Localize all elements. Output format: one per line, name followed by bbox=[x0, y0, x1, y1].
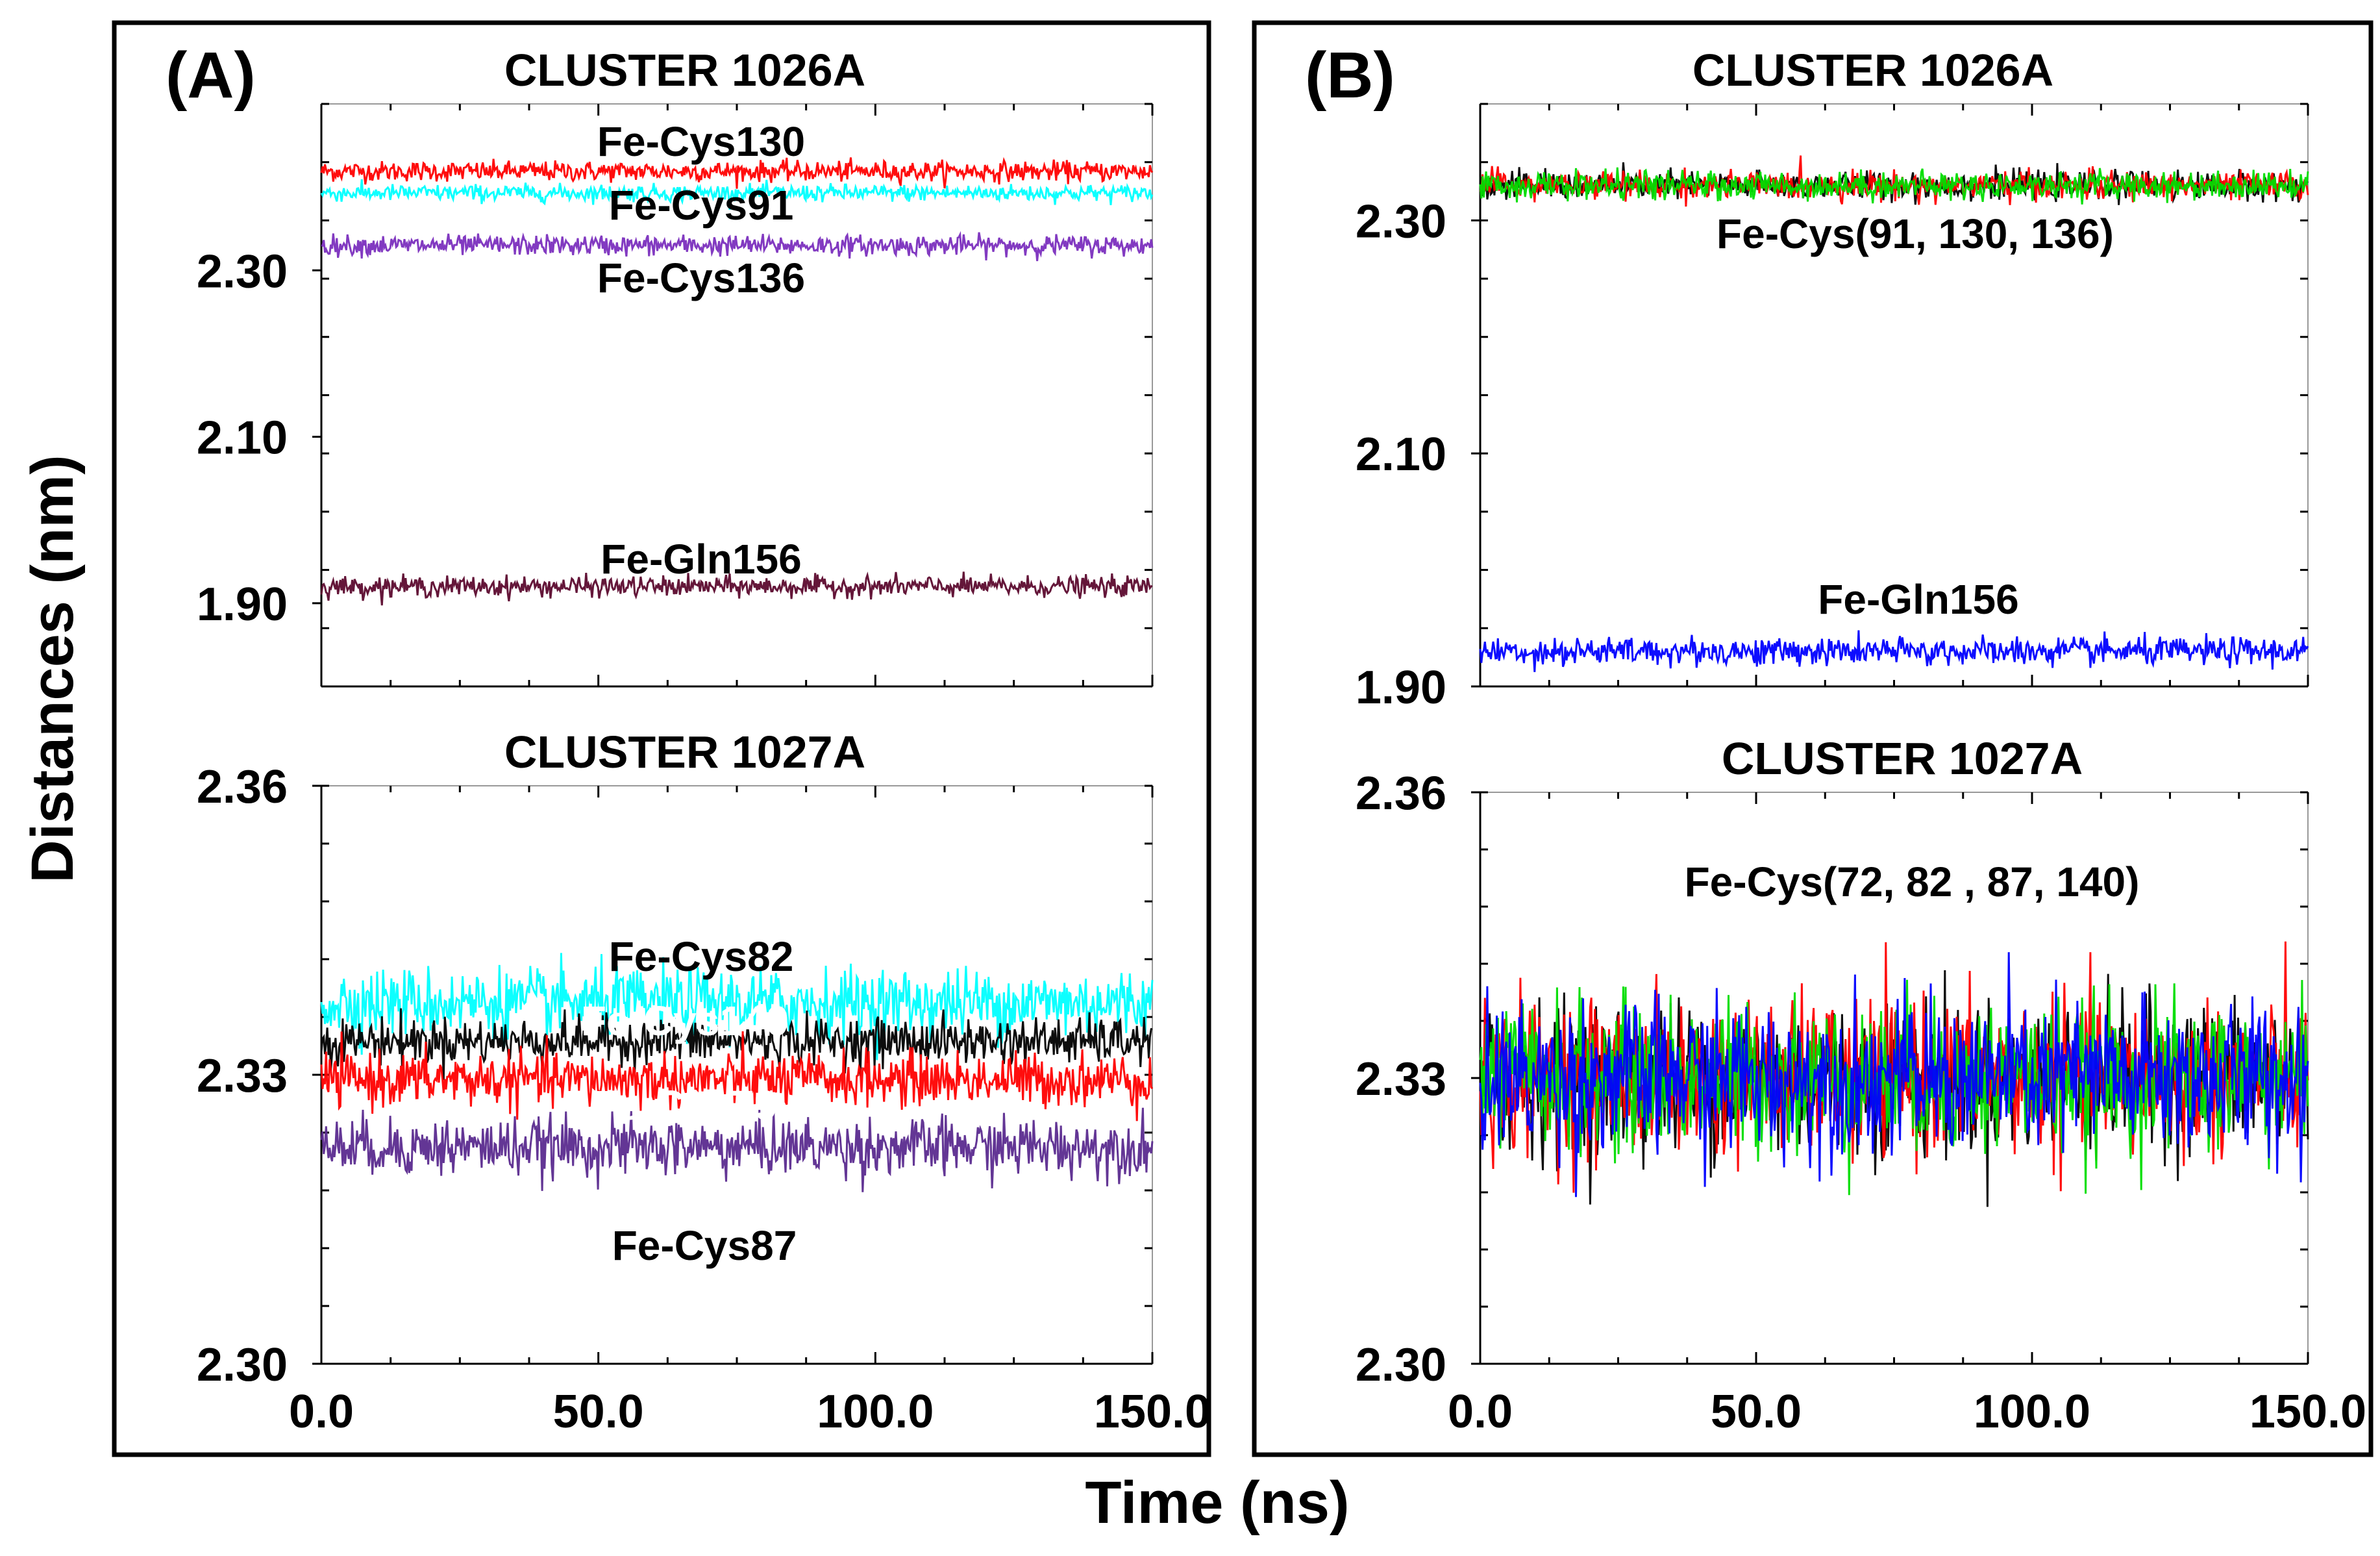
x-axis-title: Time (ns) bbox=[1085, 1470, 1349, 1536]
y-tick-label: 2.10 bbox=[197, 412, 288, 464]
series-label: Fe-Cys140 bbox=[581, 998, 789, 1044]
y-tick-label: 2.36 bbox=[1356, 768, 1446, 820]
series-label: Fe-Gln156 bbox=[601, 536, 801, 583]
x-tick-label: 0.0 bbox=[289, 1386, 354, 1438]
y-tick-label: 2.33 bbox=[1356, 1053, 1446, 1105]
y-tick-label: 2.36 bbox=[197, 761, 288, 813]
series-label: Fe-Cys87 bbox=[612, 1222, 797, 1269]
y-tick-label: 1.90 bbox=[1356, 662, 1446, 714]
chart-b-top: 1.90 2.10 2.30 Fe-Cys(91, 130, 136) Fe-Gln15… bbox=[1356, 45, 2309, 714]
y-tick-label: 2.30 bbox=[1356, 1339, 1446, 1391]
x-tick-label: 50.0 bbox=[1711, 1386, 1802, 1438]
series-line-fe-cys87 bbox=[320, 1107, 1154, 1192]
chart-a-bottom: 2.30 2.33 2.36 0.0 50.0 100.0 150.0 Fe-Cys82 Fe-… bbox=[197, 727, 1211, 1438]
x-tick-label: 100.0 bbox=[1974, 1386, 2090, 1438]
x-tick-label: 50.0 bbox=[553, 1386, 644, 1438]
panel-b-frame bbox=[1252, 20, 2374, 1457]
chart-title: CLUSTER 1027A bbox=[1722, 733, 2083, 784]
chart-a-top: 1.90 2.10 2.30 Fe-Cys130 Fe-Cys91 Fe-Cys136 Fe… bbox=[197, 45, 1154, 688]
series-line-fe-cys130 bbox=[320, 157, 1154, 189]
y-tick-label: 2.10 bbox=[1356, 429, 1446, 481]
x-tick-label: 100.0 bbox=[817, 1386, 934, 1438]
y-tick-label: 2.33 bbox=[197, 1050, 288, 1102]
series-line-fe-cys82 bbox=[320, 953, 1154, 1060]
series-line-fe-cys91 bbox=[320, 179, 1154, 210]
x-tick-label: 150.0 bbox=[2250, 1386, 2366, 1438]
panel-b-label: (B) bbox=[1305, 39, 1395, 112]
series-label: Fe-Cys82 bbox=[609, 933, 794, 980]
x-tick-label: 0.0 bbox=[1448, 1386, 1513, 1438]
series-label: Fe-Cys136 bbox=[597, 255, 805, 301]
y-tick-label: 1.90 bbox=[197, 579, 288, 631]
series-line-fe-cys-91-130-136--2 bbox=[1479, 167, 2309, 205]
y-tick-label: 2.30 bbox=[197, 1339, 288, 1391]
panel-a-frame bbox=[112, 20, 1211, 1457]
series-line-fe-cys136 bbox=[321, 231, 1154, 262]
series-label: Fe-Cys(72, 82 , 87, 140) bbox=[1685, 859, 2140, 905]
chart-title: CLUSTER 1026A bbox=[504, 45, 865, 95]
series-label: Fe-Cys79 bbox=[593, 1082, 778, 1129]
series-label: Fe-Cys91 bbox=[609, 182, 794, 229]
series-line-fe-cys-72-82-87-140--3 bbox=[1479, 952, 2309, 1198]
panel-a-label: (A) bbox=[166, 39, 256, 112]
chart-title: CLUSTER 1027A bbox=[504, 727, 865, 777]
y-tick-label: 2.30 bbox=[1356, 195, 1446, 247]
series-label: Fe-Gln156 bbox=[1818, 576, 2018, 623]
y-tick-label: 2.30 bbox=[197, 245, 288, 297]
series-label: Fe-Cys130 bbox=[597, 118, 805, 165]
series-line-fe-gln156 bbox=[1479, 630, 2309, 672]
x-tick-label: 150.0 bbox=[1094, 1386, 1211, 1438]
series-line-fe-cys79 bbox=[320, 1031, 1154, 1122]
series-line-fe-gln156 bbox=[320, 571, 1153, 606]
y-axis-title: Distances (nm) bbox=[19, 455, 86, 883]
chart-b-bottom: 2.30 2.33 2.36 0.0 50.0 100.0 150.0 Fe-Cys(72, … bbox=[1356, 733, 2366, 1438]
series-label: Fe-Cys(91, 130, 136) bbox=[1717, 210, 2114, 257]
series-line-fe-cys140 bbox=[320, 1008, 1153, 1081]
chart-title: CLUSTER 1026A bbox=[1692, 45, 2053, 95]
